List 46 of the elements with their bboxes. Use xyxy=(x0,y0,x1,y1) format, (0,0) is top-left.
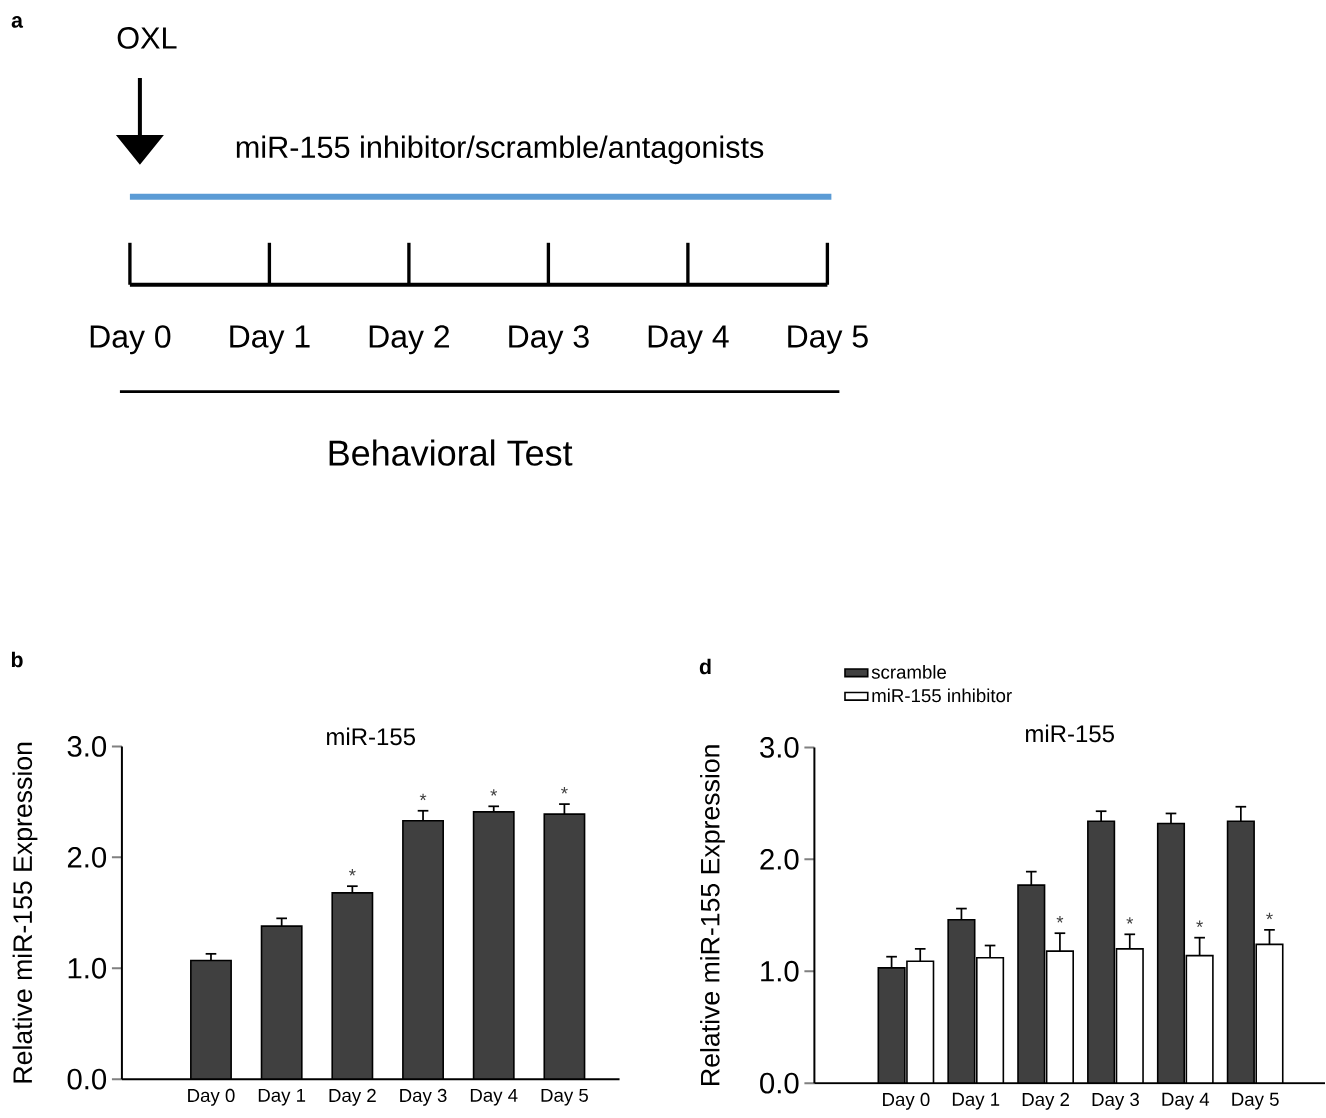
x-tick-label: Day 3 xyxy=(1092,1092,1139,1110)
legend-label: scramble xyxy=(871,664,947,679)
annotation: * xyxy=(1126,917,1134,924)
y-tick-label: 0.0 xyxy=(760,1072,799,1094)
chart-title: miR-155 xyxy=(327,727,416,746)
text: d xyxy=(699,658,711,675)
y-tick-label: 1.0 xyxy=(761,960,799,982)
x-tick-label: Day 2 xyxy=(329,1088,376,1106)
x-tick-label: Day 5 xyxy=(1232,1092,1279,1110)
text: miR-155 inhibitor/scramble/antagonists xyxy=(236,135,764,165)
y-tick-label: 0.0 xyxy=(67,1068,107,1090)
legend-label: miR-155 inhibitor xyxy=(872,688,1012,703)
y-tick-label: 2.0 xyxy=(67,846,107,868)
y-axis-title: Relative miR-155 Expression xyxy=(700,745,725,1085)
y-tick-label: 1.0 xyxy=(68,957,107,979)
x-tick-label: Day 5 xyxy=(541,1088,588,1106)
annotation: * xyxy=(561,786,568,794)
category-label: Day 5 xyxy=(788,325,868,354)
x-tick-label: Day 3 xyxy=(400,1088,447,1106)
annotation: * xyxy=(1196,920,1203,928)
x-tick-label: Day 2 xyxy=(1022,1092,1070,1110)
y-axis-title: Relative miR-155 Expression xyxy=(12,742,38,1083)
chart-title: miR-155 xyxy=(1025,724,1114,743)
category-label: Day 2 xyxy=(369,325,450,355)
category-label: Day 1 xyxy=(230,325,310,354)
y-tick-label: 2.0 xyxy=(760,848,799,870)
annotation: * xyxy=(419,793,427,801)
x-tick-label: Day 4 xyxy=(470,1088,518,1106)
annotation: * xyxy=(1056,916,1064,923)
category-label: Day 3 xyxy=(509,325,589,355)
category-label: Day 0 xyxy=(90,325,171,355)
y-tick-label: 3.0 xyxy=(760,736,799,758)
x-tick-label: Day 1 xyxy=(258,1088,306,1106)
y-tick-label: 3.0 xyxy=(67,735,107,757)
x-tick-label: Day 1 xyxy=(952,1092,1000,1110)
x-tick-label: Day 0 xyxy=(883,1092,930,1110)
annotation: * xyxy=(349,869,356,876)
text: b xyxy=(11,651,23,668)
text: OXL xyxy=(117,27,177,49)
category-label: Day 4 xyxy=(648,325,729,354)
text: Behavioral Test xyxy=(329,439,573,466)
annotation: * xyxy=(1266,912,1273,920)
x-tick-label: Day 0 xyxy=(188,1088,235,1106)
annotation: * xyxy=(490,789,498,796)
text: a xyxy=(11,16,24,28)
x-tick-label: Day 4 xyxy=(1162,1092,1210,1110)
